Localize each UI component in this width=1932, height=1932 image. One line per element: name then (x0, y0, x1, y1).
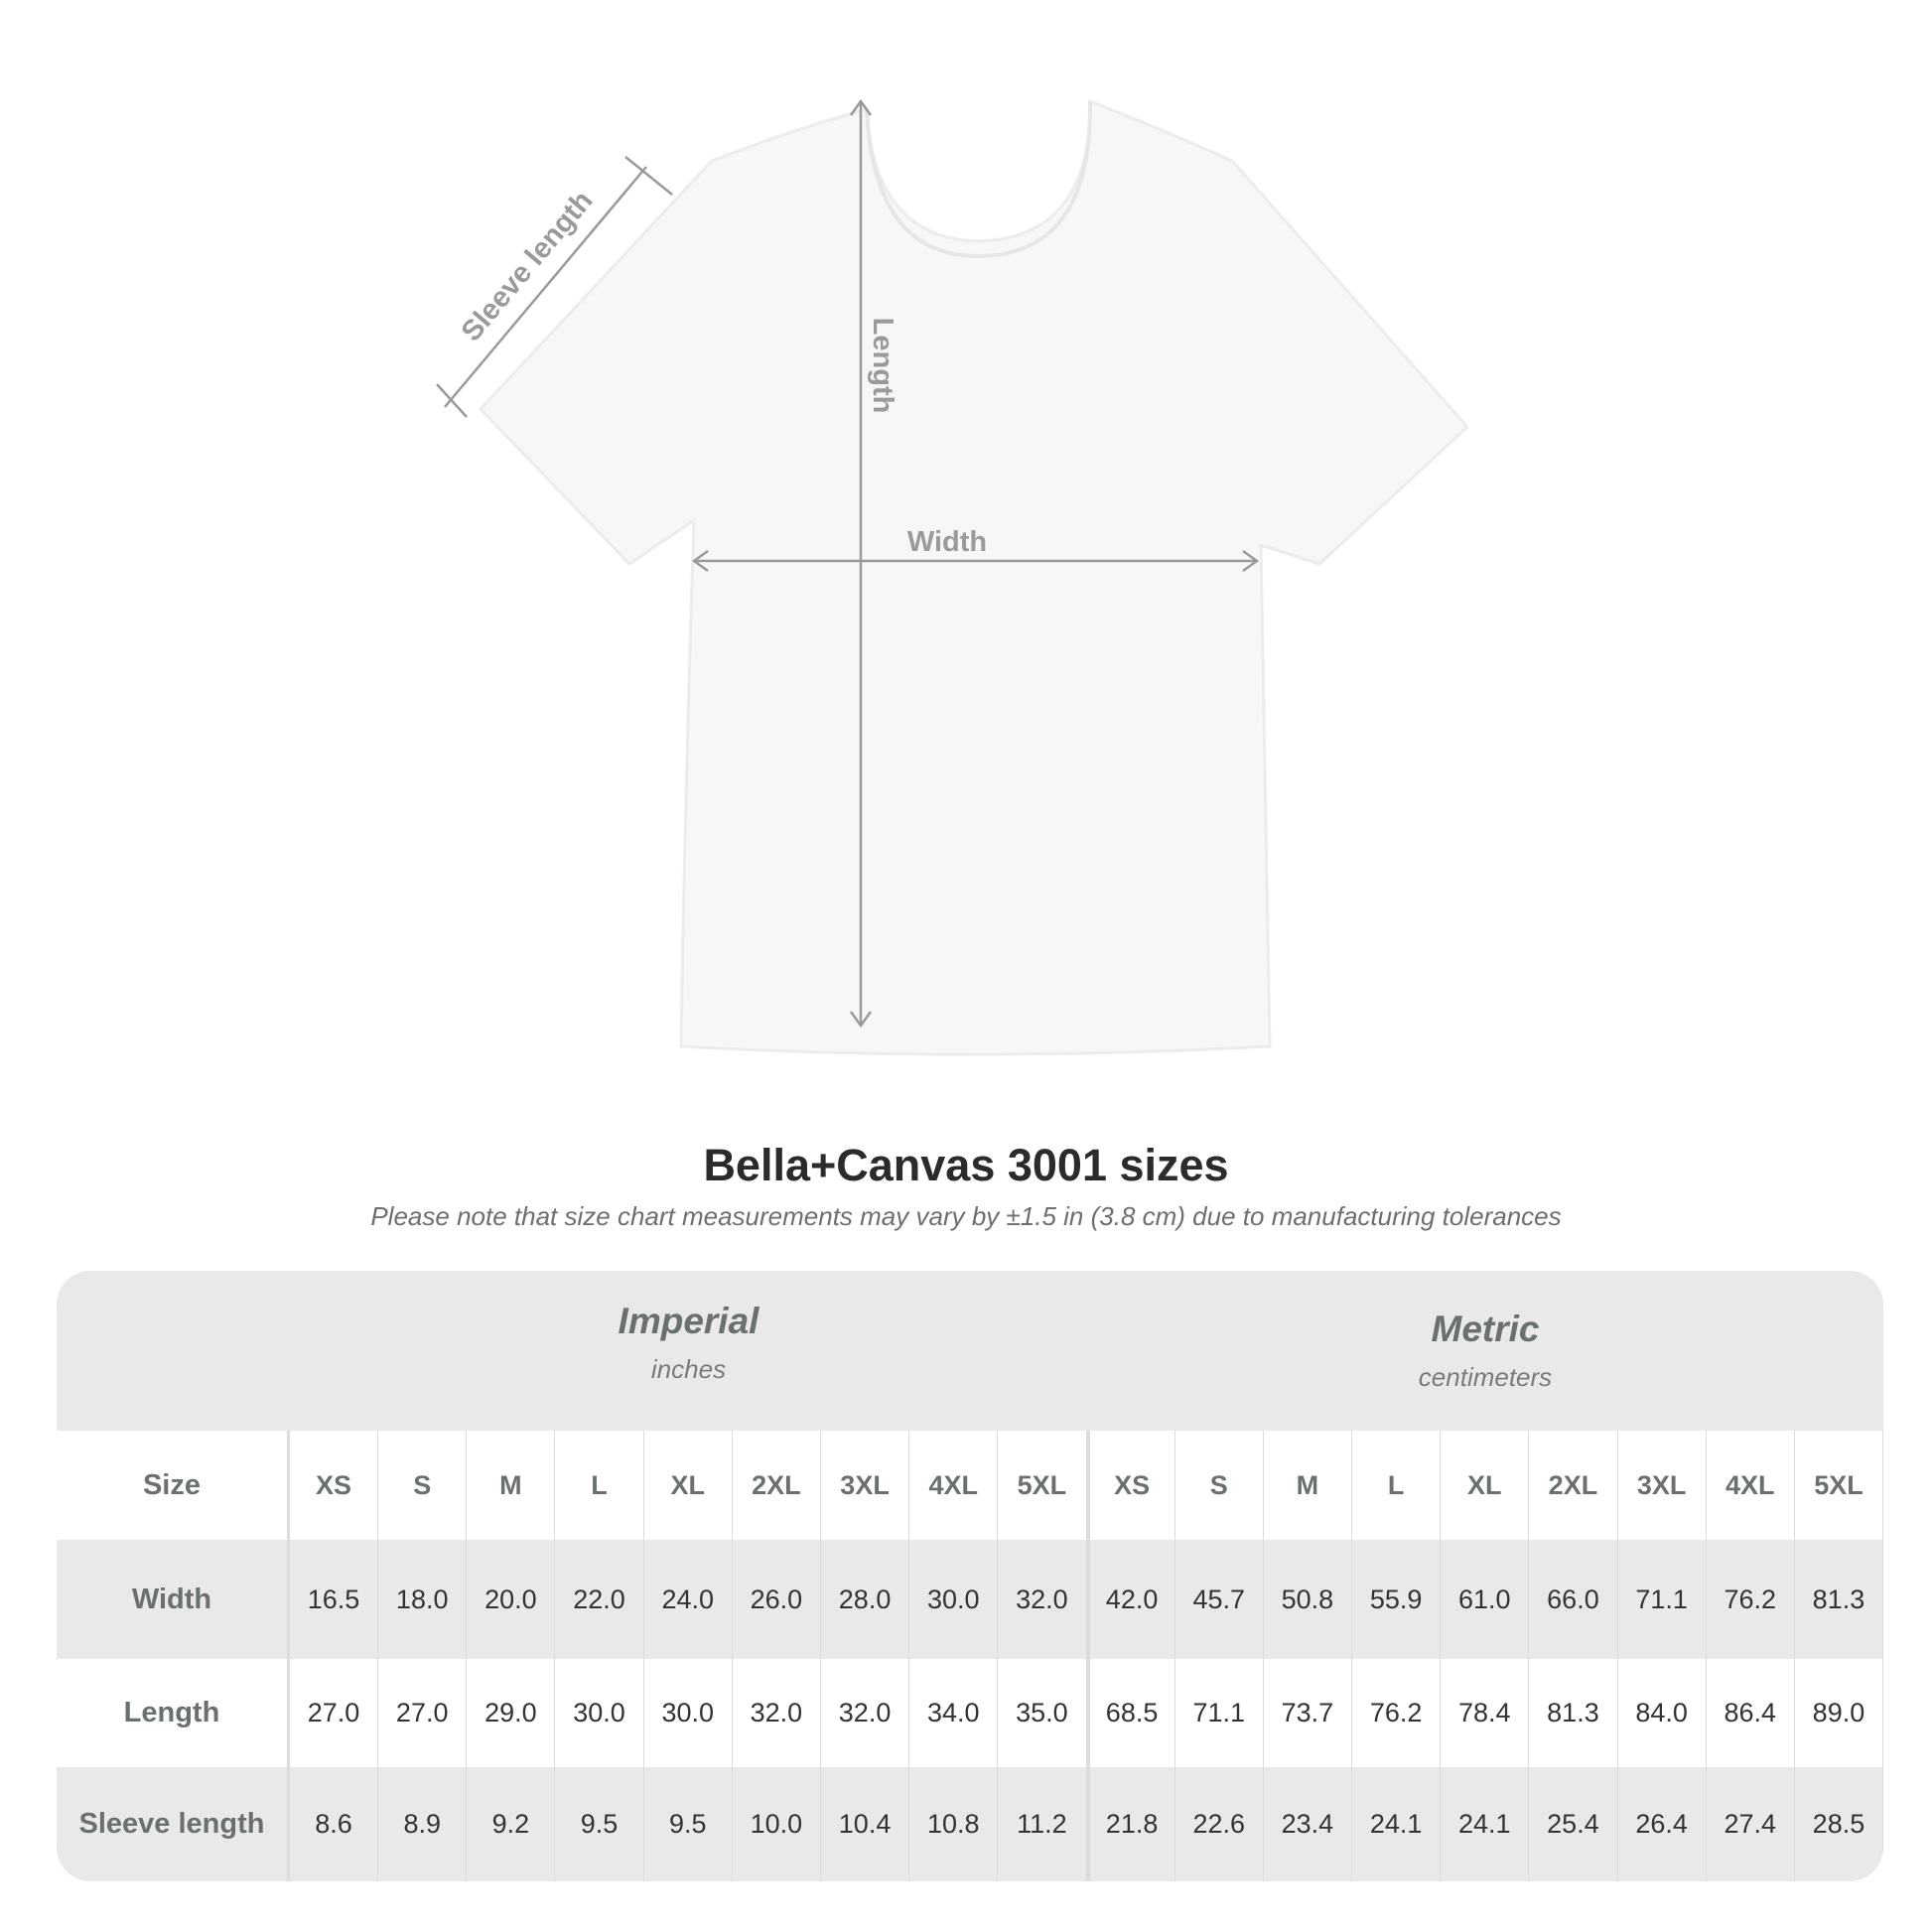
imperial-value-cell: 32.0 (733, 1659, 821, 1767)
imperial-group: Imperial inches (290, 1301, 1087, 1385)
metric-value-cell: 21.8 (1086, 1767, 1175, 1881)
metric-unit: centimeters (1418, 1362, 1553, 1392)
imperial-value-cell: 20.0 (467, 1540, 556, 1659)
imperial-value-cell: 24.0 (644, 1540, 733, 1659)
table-row: Sleeve length 8.6 8.9 9.2 9.5 9.5 10.0 10.4 10.8… (57, 1767, 1883, 1881)
width-label: Width (907, 526, 987, 558)
metric-value-cell: 84.0 (1618, 1659, 1707, 1767)
metric-value-cell: 22.6 (1175, 1767, 1264, 1881)
imperial-size-header: XL (644, 1431, 733, 1540)
imperial-size-header: 4XL (909, 1431, 999, 1540)
tolerance-note: Please note that size chart measurements… (370, 1201, 1562, 1231)
length-measure-line (849, 98, 873, 1029)
row-label: Width (57, 1540, 290, 1659)
metric-size-header: XL (1441, 1431, 1530, 1540)
sleeve-measure-line (436, 156, 673, 418)
metric-size-header: 5XL (1795, 1431, 1883, 1540)
row-label: Size (57, 1431, 290, 1540)
metric-size-header: 4XL (1707, 1431, 1795, 1540)
imperial-value-cell: 10.4 (821, 1767, 910, 1881)
metric-value-cell: 26.4 (1618, 1767, 1707, 1881)
imperial-value-cell: 16.5 (290, 1540, 379, 1659)
metric-value-cell: 23.4 (1264, 1767, 1353, 1881)
imperial-value-cell: 30.0 (909, 1540, 999, 1659)
collar (865, 100, 1093, 259)
metric-value-cell: 24.1 (1352, 1767, 1442, 1881)
imperial-size-header: M (467, 1431, 556, 1540)
table-row: Length 27.0 27.0 29.0 30.0 30.0 32.0 32.0 34.0 35… (57, 1659, 1883, 1767)
metric-value-cell: 27.4 (1707, 1767, 1795, 1881)
imperial-value-cell: 22.0 (555, 1540, 644, 1659)
imperial-value-cell: 10.8 (909, 1767, 999, 1881)
metric-size-header: 2XL (1529, 1431, 1618, 1540)
tshirt-diagram: Length Width Sleeve length (436, 98, 1470, 1056)
imperial-value-cell: 32.0 (821, 1659, 910, 1767)
metric-value-cell: 76.2 (1707, 1540, 1795, 1659)
metric-size-header: 3XL (1618, 1431, 1707, 1540)
table-header: Imperial inches Metric centimeters (57, 1271, 1883, 1431)
metric-value-cell: 24.1 (1441, 1767, 1530, 1881)
imperial-size-header: 3XL (821, 1431, 910, 1540)
metric-value-cell: 78.4 (1441, 1659, 1530, 1767)
metric-value-cell: 50.8 (1264, 1540, 1353, 1659)
metric-value-cell: 71.1 (1175, 1659, 1264, 1767)
metric-heading: Metric (1431, 1309, 1540, 1349)
metric-value-cell: 86.4 (1707, 1659, 1795, 1767)
size-table: Imperial inches Metric centimeters Size X… (57, 1271, 1883, 1881)
tshirt-shape (478, 98, 1470, 1056)
imperial-value-cell: 9.5 (555, 1767, 644, 1881)
metric-size-header: S (1175, 1431, 1264, 1540)
metric-size-header: XS (1086, 1431, 1175, 1540)
imperial-value-cell: 29.0 (467, 1659, 556, 1767)
table-row: Width 16.5 18.0 20.0 22.0 24.0 26.0 28.0 30.0 32.… (57, 1540, 1883, 1659)
imperial-value-cell: 10.0 (733, 1767, 821, 1881)
length-label: Length (867, 318, 898, 414)
metric-value-cell: 76.2 (1352, 1659, 1442, 1767)
imperial-unit: inches (650, 1354, 727, 1384)
imperial-value-cell: 9.5 (644, 1767, 733, 1881)
metric-value-cell: 28.5 (1795, 1767, 1883, 1881)
imperial-size-header: 5XL (998, 1431, 1087, 1540)
metric-group: Metric centimeters (1087, 1309, 1883, 1393)
metric-value-cell: 81.3 (1529, 1659, 1618, 1767)
metric-size-header: L (1352, 1431, 1442, 1540)
row-label: Sleeve length (57, 1767, 290, 1881)
size-header-row: Size XS S M L XL 2XL 3XL 4XL 5XL XS S M L XL 2XL 3XL 4XL 5… (57, 1431, 1883, 1540)
chart-title: Bella+Canvas 3001 sizes (703, 1140, 1229, 1190)
imperial-value-cell: 30.0 (644, 1659, 733, 1767)
imperial-size-header: XS (290, 1431, 379, 1540)
imperial-value-cell: 35.0 (998, 1659, 1087, 1767)
width-measure-line (691, 549, 1260, 573)
imperial-value-cell: 9.2 (467, 1767, 556, 1881)
metric-value-cell: 45.7 (1175, 1540, 1264, 1659)
imperial-value-cell: 32.0 (998, 1540, 1087, 1659)
row-label: Length (57, 1659, 290, 1767)
imperial-value-cell: 8.6 (290, 1767, 379, 1881)
metric-value-cell: 68.5 (1086, 1659, 1175, 1767)
metric-value-cell: 73.7 (1264, 1659, 1353, 1767)
imperial-value-cell: 8.9 (378, 1767, 468, 1881)
imperial-size-header: L (555, 1431, 644, 1540)
imperial-size-header: 2XL (733, 1431, 821, 1540)
imperial-value-cell: 11.2 (998, 1767, 1087, 1881)
imperial-value-cell: 34.0 (909, 1659, 999, 1767)
metric-value-cell: 42.0 (1086, 1540, 1175, 1659)
imperial-value-cell: 27.0 (378, 1659, 468, 1767)
metric-size-header: M (1264, 1431, 1353, 1540)
imperial-heading: Imperial (618, 1301, 759, 1341)
imperial-value-cell: 27.0 (290, 1659, 379, 1767)
metric-value-cell: 81.3 (1795, 1540, 1883, 1659)
metric-value-cell: 66.0 (1529, 1540, 1618, 1659)
imperial-value-cell: 18.0 (378, 1540, 468, 1659)
imperial-value-cell: 28.0 (821, 1540, 910, 1659)
imperial-value-cell: 30.0 (555, 1659, 644, 1767)
metric-value-cell: 71.1 (1618, 1540, 1707, 1659)
metric-value-cell: 25.4 (1529, 1767, 1618, 1881)
metric-value-cell: 55.9 (1352, 1540, 1442, 1659)
imperial-size-header: S (378, 1431, 468, 1540)
imperial-value-cell: 26.0 (733, 1540, 821, 1659)
metric-value-cell: 61.0 (1441, 1540, 1530, 1659)
metric-value-cell: 89.0 (1795, 1659, 1883, 1767)
